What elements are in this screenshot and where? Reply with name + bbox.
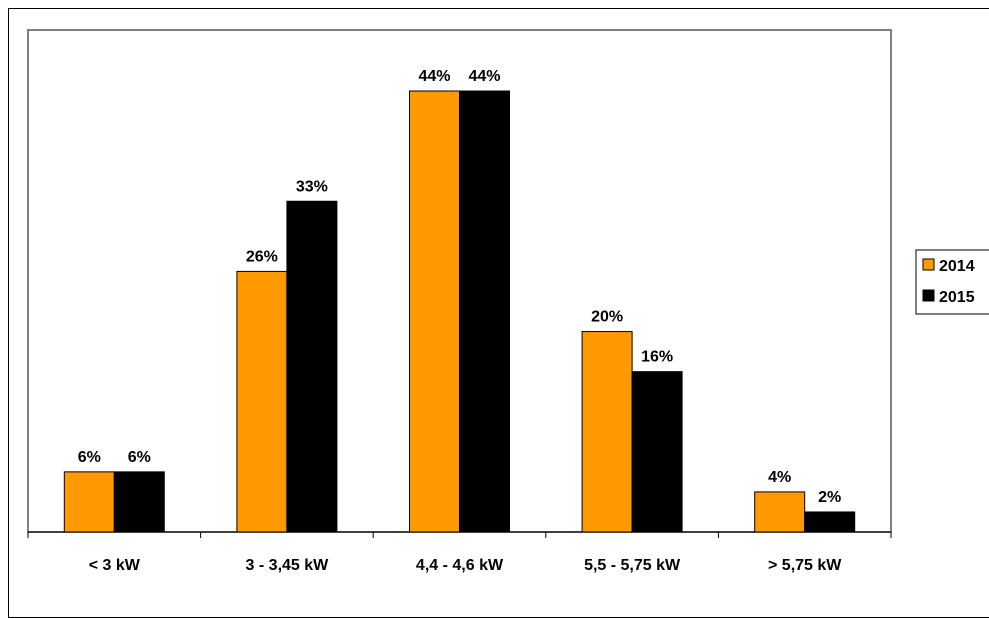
bar-2015-4 — [804, 511, 856, 533]
x-tick-label-3: 5,5 - 5,75 kW — [584, 557, 681, 574]
x-tick-label-4: > 5,75 kW — [768, 557, 842, 574]
x-tick-label-2: 4,4 - 4,6 kW — [416, 557, 504, 574]
legend-swatch-2014 — [922, 258, 935, 271]
legend-label-2015: 2015 — [939, 289, 975, 306]
legend: 2014 2015 — [915, 249, 989, 315]
data-label-2015-1: 33% — [296, 178, 328, 195]
data-label-2015-0: 6% — [128, 449, 151, 466]
legend-swatch-2015 — [922, 289, 935, 302]
bar-chart: 6% 6% 26% 33% 44% 44% 20% 16% 4% 2% < 3 kW 3 - 3,4… — [27, 29, 989, 574]
bar-2014-3 — [581, 331, 633, 533]
x-axis-ticks — [27, 532, 892, 538]
bar-2014-0 — [63, 471, 115, 533]
bar-2014-4 — [754, 491, 806, 533]
data-label-2015-4: 2% — [818, 489, 841, 506]
bar-2015-2 — [459, 90, 510, 533]
bar-group — [63, 90, 856, 533]
bar-2015-3 — [631, 371, 683, 533]
bar-2014-1 — [236, 270, 288, 533]
data-label-2014-2: 44% — [418, 68, 450, 85]
data-label-2014-1: 26% — [246, 248, 278, 265]
x-tick-label-1: 3 - 3,45 kW — [246, 557, 330, 574]
legend-label-2014: 2014 — [939, 258, 975, 275]
data-label-2014-4: 4% — [768, 469, 791, 486]
bar-2014-2 — [409, 90, 460, 533]
data-label-2014-3: 20% — [591, 309, 623, 326]
data-label-2015-2: 44% — [468, 68, 500, 85]
bar-2015-0 — [113, 471, 165, 533]
data-label-2014-0: 6% — [78, 449, 101, 466]
bar-2015-1 — [286, 200, 338, 533]
x-tick-label-0: < 3 kW — [89, 557, 141, 574]
data-label-2015-3: 16% — [641, 349, 673, 366]
data-labels: 6% 6% 26% 33% 44% 44% 20% 16% 4% 2% — [78, 68, 842, 506]
x-axis-tick-labels: < 3 kW 3 - 3,45 kW 4,4 - 4,6 kW 5,5 - 5,75 … — [89, 557, 843, 574]
